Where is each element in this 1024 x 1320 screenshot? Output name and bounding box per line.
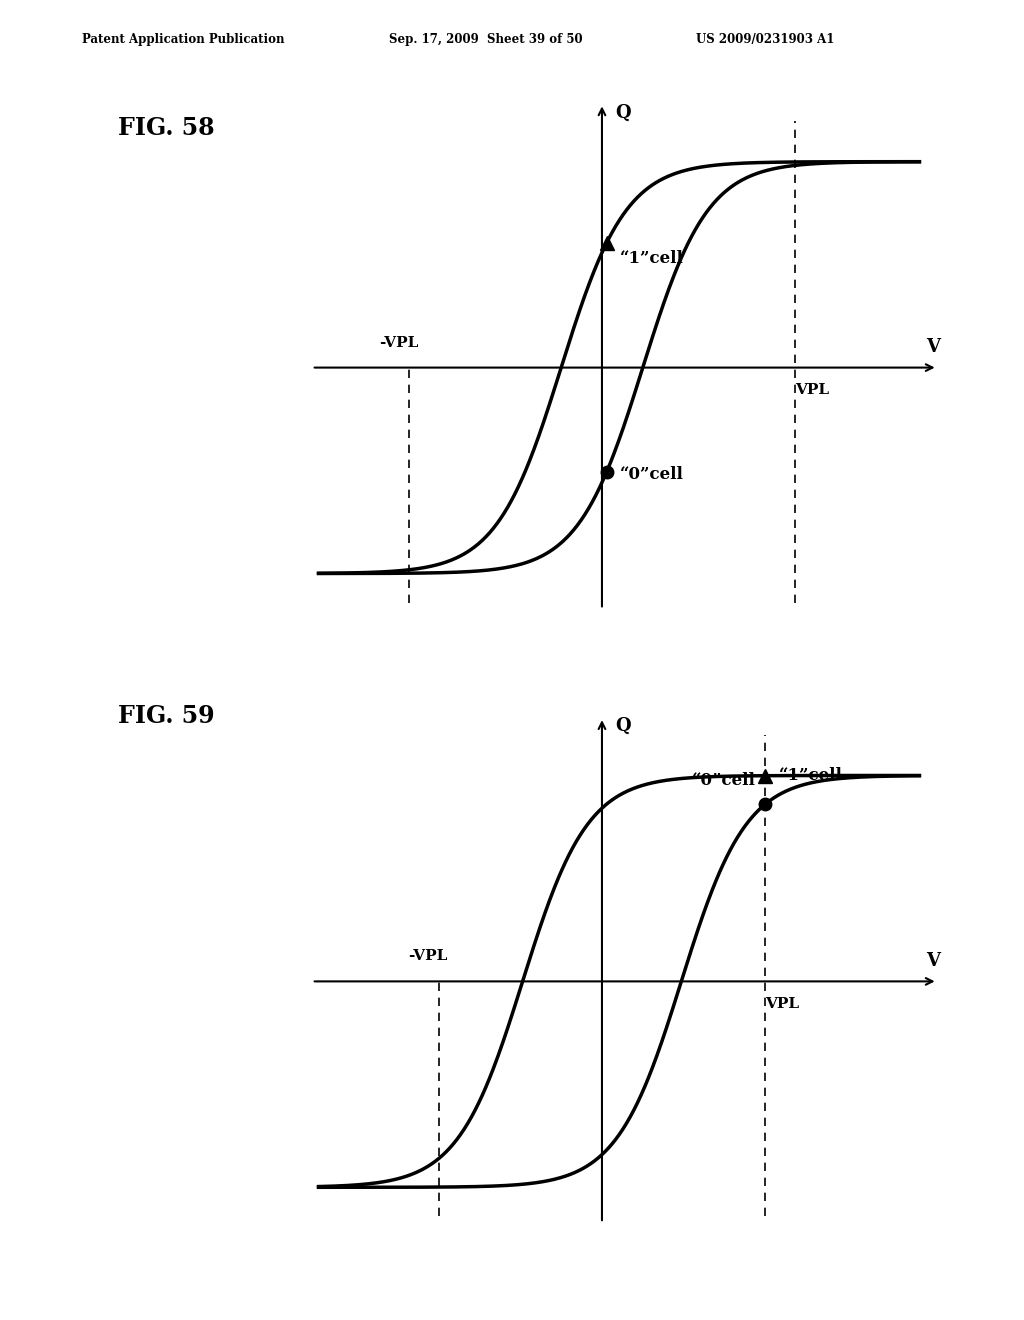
Text: “1”cell: “1”cell bbox=[779, 767, 843, 784]
Text: “1”cell: “1”cell bbox=[621, 249, 684, 267]
Text: FIG. 59: FIG. 59 bbox=[118, 704, 214, 727]
Text: Q: Q bbox=[615, 103, 631, 121]
Text: Patent Application Publication: Patent Application Publication bbox=[82, 33, 285, 46]
Text: FIG. 58: FIG. 58 bbox=[118, 116, 214, 140]
Text: US 2009/0231903 A1: US 2009/0231903 A1 bbox=[696, 33, 835, 46]
Text: “0”cell: “0”cell bbox=[621, 466, 684, 483]
Text: VPL: VPL bbox=[795, 383, 828, 397]
Text: -VPL: -VPL bbox=[379, 335, 419, 350]
Text: Q: Q bbox=[615, 717, 631, 735]
Text: V: V bbox=[926, 338, 940, 356]
Text: VPL: VPL bbox=[765, 997, 800, 1011]
Text: -VPL: -VPL bbox=[409, 949, 447, 964]
Text: Sep. 17, 2009  Sheet 39 of 50: Sep. 17, 2009 Sheet 39 of 50 bbox=[389, 33, 583, 46]
Text: V: V bbox=[926, 952, 940, 970]
Text: “0”cell: “0”cell bbox=[692, 772, 756, 788]
